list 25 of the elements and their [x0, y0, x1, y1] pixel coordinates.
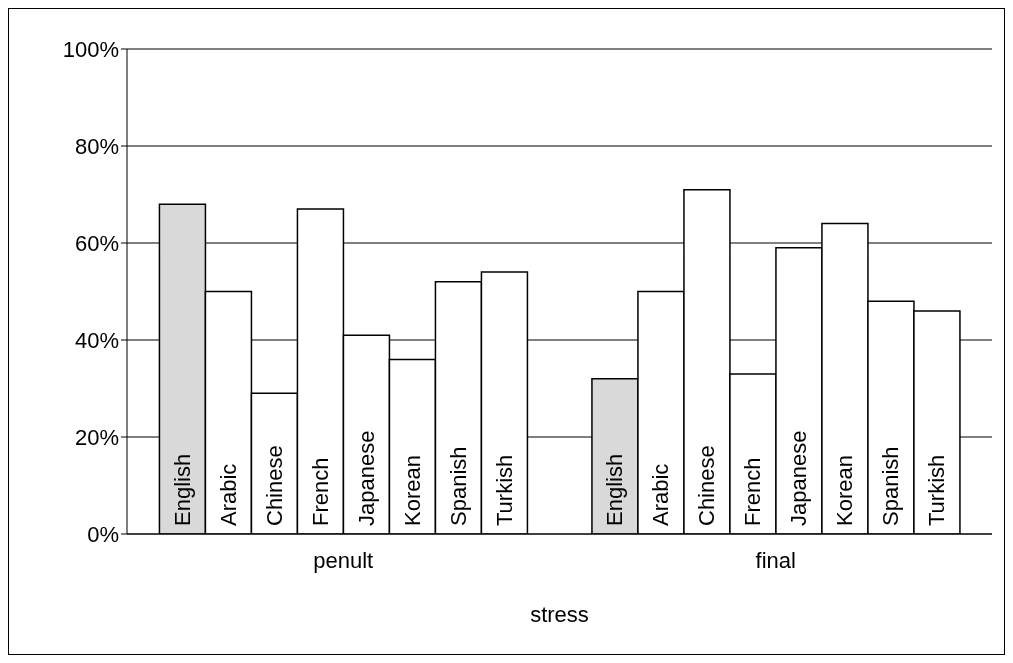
y-tick-label: 60% [74, 230, 119, 256]
x-tick-label: final [755, 547, 796, 573]
series-label: Japanese [353, 430, 379, 526]
series-label: Spanish [445, 446, 471, 526]
x-tick-label: penult [313, 547, 374, 573]
text: Spanish [878, 446, 904, 526]
text: Arabic [648, 463, 674, 526]
y-tick-label: 20% [74, 424, 119, 450]
text: Korean [832, 455, 858, 526]
series-label: Arabic [215, 463, 241, 526]
text: Turkish [924, 454, 950, 526]
series-label: Turkish [491, 454, 517, 526]
series-label: Chinese [261, 445, 287, 526]
text: English [602, 453, 628, 526]
y-tick-label: 80% [74, 133, 119, 159]
y-tick-label: 40% [74, 327, 119, 353]
text: Japanese [786, 430, 812, 526]
text: Chinese [694, 445, 720, 526]
series-label: Korean [399, 455, 425, 526]
y-tick-label: 100% [62, 36, 119, 62]
y-tick-label: 0% [87, 521, 119, 547]
series-label: English [169, 453, 195, 526]
series-label: French [307, 457, 333, 526]
x-axis-title: stress [530, 602, 589, 627]
text: French [740, 457, 766, 526]
